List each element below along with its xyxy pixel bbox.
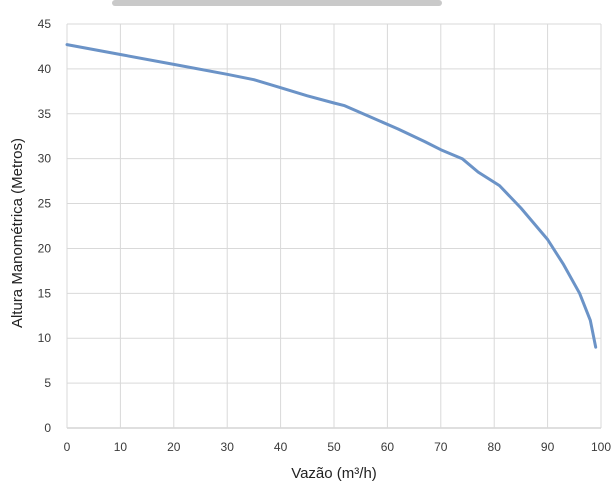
x-tick-label: 30 xyxy=(221,440,235,454)
grid xyxy=(66,23,602,429)
y-tick-label: 0 xyxy=(44,421,51,435)
y-tick-label: 10 xyxy=(38,331,52,345)
y-tick-label: 15 xyxy=(38,286,52,300)
x-tick-label: 20 xyxy=(167,440,181,454)
y-axis-title: Altura Manométrica (Metros) xyxy=(9,138,26,328)
x-tick-label: 10 xyxy=(114,440,128,454)
x-axis-title: Vazão (m³/h) xyxy=(291,465,377,482)
x-tick-label: 40 xyxy=(274,440,288,454)
series-line xyxy=(65,43,598,349)
x-tick-label: 50 xyxy=(327,440,341,454)
x-tick-label: 60 xyxy=(381,440,395,454)
x-tick-label: 80 xyxy=(488,440,502,454)
tick-labels: 0 5 10 15 20 25 30 35 40 45 0 10 20 30 40 50 60 70 80 90 100 xyxy=(38,17,612,454)
series-layer xyxy=(65,43,598,349)
y-tick-label: 40 xyxy=(38,62,52,76)
y-tick-label: 30 xyxy=(38,152,52,166)
y-tick-label: 5 xyxy=(44,376,51,390)
y-tick-label: 20 xyxy=(38,241,52,255)
y-tick-label: 45 xyxy=(38,17,52,31)
y-tick-label: 35 xyxy=(38,107,52,121)
x-tick-label: 100 xyxy=(591,440,611,454)
x-tick-label: 0 xyxy=(64,440,71,454)
chart-title-blurred xyxy=(112,0,442,6)
x-tick-label: 70 xyxy=(434,440,448,454)
x-tick-label: 90 xyxy=(541,440,555,454)
y-tick-label: 25 xyxy=(38,197,52,211)
